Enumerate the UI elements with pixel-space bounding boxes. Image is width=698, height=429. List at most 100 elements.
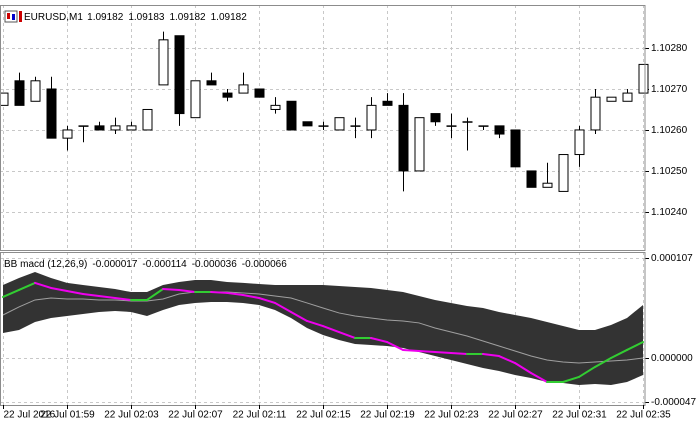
candle-body <box>94 125 105 131</box>
candle-body <box>222 92 233 98</box>
candle-body <box>110 125 121 131</box>
candle-body <box>174 35 185 115</box>
candle-body <box>510 129 521 168</box>
macd-segment <box>450 351 468 355</box>
bollinger-band <box>3 272 643 385</box>
panel-title: BB macd (12,26,9) <box>4 259 87 270</box>
candle-body <box>398 104 409 172</box>
x-tick-label: 22 Jul 02:27 <box>488 410 543 421</box>
macd-segment <box>98 295 116 299</box>
macd-segment <box>114 296 132 301</box>
candle-body <box>158 39 169 86</box>
y-tick-label: -0.000047 <box>651 397 696 408</box>
panel-title: EURUSD,M1 <box>24 12 83 23</box>
macd-segment <box>146 288 164 301</box>
panel-frame <box>0 5 646 251</box>
y-tick-label: 1.10240 <box>651 207 688 218</box>
candle-body <box>526 170 537 188</box>
x-tick-label: 22 Jul 02:15 <box>296 410 351 421</box>
macd-segment <box>626 341 644 351</box>
macd-segment <box>82 292 100 298</box>
candle-body <box>206 80 217 86</box>
macd-segment <box>258 296 276 304</box>
macd-segment <box>34 281 52 289</box>
x-tick-label: 22 Jul 02:07 <box>168 410 223 421</box>
macd-segment <box>514 362 532 375</box>
candle-body <box>238 84 249 94</box>
candle-body <box>494 125 505 135</box>
header-value: 1.09182 <box>211 12 248 23</box>
candle-body <box>590 96 601 131</box>
macd-segment <box>578 365 596 378</box>
macd-segment <box>402 348 420 352</box>
header-value: 1.09183 <box>128 12 165 23</box>
macd-segment <box>418 349 436 354</box>
candle-body <box>318 125 329 127</box>
candle-body <box>382 100 393 106</box>
macd-segment <box>610 348 628 359</box>
y-tick-label: 1.10250 <box>651 166 688 177</box>
candle-body <box>366 104 377 131</box>
x-tick-label: 22 Jul 02:11 <box>233 410 287 421</box>
candle-body <box>638 63 649 94</box>
candle-body <box>46 88 57 139</box>
macd-segment <box>242 293 260 299</box>
header-value: -0.000066 <box>242 259 287 270</box>
candle-body <box>478 125 489 127</box>
candle-body <box>62 129 73 139</box>
candle-body <box>126 125 137 131</box>
candle-body <box>30 80 41 102</box>
symbol-icon <box>4 10 22 23</box>
panel-header: EURUSD,M1 1.09182 1.09183 1.09182 1.09182 <box>24 12 247 23</box>
header-value: 1.09182 <box>169 12 206 23</box>
candle-body <box>302 121 313 127</box>
macd-segment <box>338 331 356 339</box>
macd-segment <box>162 288 180 291</box>
candle-body <box>78 125 89 127</box>
candle-body <box>414 117 425 172</box>
y-tick-label: 1.10260 <box>651 125 688 136</box>
macd-segment <box>370 336 388 344</box>
macd-segment <box>306 319 324 328</box>
x-tick-label: 22 Jul 02:35 <box>616 410 671 421</box>
macd-segment <box>386 341 404 351</box>
candle-body <box>286 100 297 131</box>
x-tick-label: 22 Jul 01:59 <box>40 410 95 421</box>
macd-segment <box>178 288 196 294</box>
candle-body <box>446 125 457 127</box>
x-tick-label: 22 Jul 02:31 <box>552 410 607 421</box>
candle-body <box>142 108 153 131</box>
header-value: -0.000017 <box>92 259 137 270</box>
y-tick-label: 1.10270 <box>651 84 688 95</box>
panel-frame <box>0 252 646 406</box>
header-value: 1.09182 <box>87 12 124 23</box>
macd-segment <box>2 288 20 298</box>
macd-segment <box>66 289 84 295</box>
candle-body <box>350 125 361 127</box>
x-tick-label: 22 Jul 02:19 <box>360 410 415 421</box>
macd-segment <box>562 375 580 384</box>
macd-segment <box>274 301 292 314</box>
candle-body <box>606 96 617 102</box>
panel-header: BB macd (12,26,9) -0.000017 -0.000114 -0.00… <box>4 259 287 270</box>
macd-segment <box>482 352 500 358</box>
header-value: -0.000036 <box>192 259 237 270</box>
candle-body <box>334 117 345 131</box>
y-tick-label: 0.000000 <box>651 353 693 364</box>
candle-body <box>542 182 553 188</box>
macd-segment <box>18 281 36 291</box>
macd-segment <box>226 291 244 296</box>
macd-segment <box>594 356 612 368</box>
signal-line <box>2 291 644 364</box>
y-tick-label: 0.000107 <box>651 253 693 264</box>
macd-segment <box>322 325 340 334</box>
candle-body <box>14 80 25 106</box>
candle-body <box>0 92 9 106</box>
candle-body <box>574 129 585 156</box>
header-value: -0.000114 <box>142 259 187 270</box>
macd-segment <box>434 351 452 354</box>
candle-body <box>270 104 281 110</box>
candle-body <box>462 121 473 123</box>
candle-body <box>622 92 633 102</box>
